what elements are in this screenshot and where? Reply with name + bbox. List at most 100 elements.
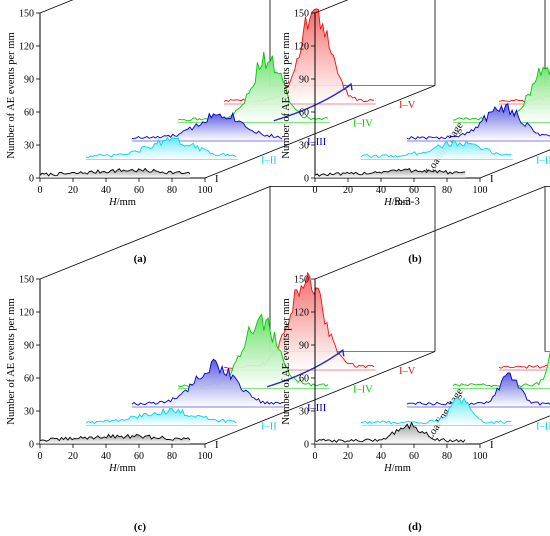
series-line-1	[39, 167, 191, 177]
y-tick-label: 30	[24, 407, 34, 418]
sample-label: R-3-3	[394, 196, 420, 208]
x-tick-label: 60	[409, 451, 419, 462]
x-tick-label: 0	[313, 185, 318, 196]
x-tick-label: 100	[473, 185, 488, 196]
y-tick-label: 60	[299, 374, 309, 385]
stage-label-1: I	[490, 174, 494, 185]
series-line-5	[498, 94, 550, 103]
series-line-1	[314, 421, 466, 443]
series-line-4	[452, 66, 550, 121]
y-tick-label: 150	[19, 9, 34, 20]
stage-label-1: I	[215, 174, 219, 185]
series-area-3	[407, 373, 550, 407]
y-tick-label: 60	[24, 108, 34, 119]
series-area-5	[224, 8, 375, 104]
x-tick-label: 40	[101, 451, 111, 462]
stage-label-2: I–II	[536, 422, 550, 433]
x-axis-label: H/mm	[383, 197, 411, 208]
series-area-1	[40, 434, 191, 444]
peak-shift-arrow	[273, 83, 352, 122]
panel-label: (a)	[134, 253, 147, 265]
x-tick-label: 40	[101, 185, 111, 196]
x-tick-label: 0	[38, 451, 43, 462]
stage-label-2: I–II	[536, 156, 550, 167]
series-area-1	[315, 422, 466, 444]
y-tick-label: 0	[29, 174, 34, 185]
series-line-4	[177, 51, 329, 122]
stage-label-1: I	[490, 440, 494, 451]
panel-label: (c)	[134, 521, 147, 533]
chart-panel-1: 0 20 40 60 80 100 0 30 60 90 120 150 H/mm Number of A…	[6, 0, 466, 265]
x-axis-label: H/mm	[108, 197, 136, 208]
y-axis-label: Number of AE events per mm	[6, 32, 17, 158]
series-area-3	[132, 359, 283, 407]
y-tick-label: 120	[19, 42, 34, 53]
series-area-5	[499, 365, 550, 370]
series-area-1	[315, 168, 466, 178]
y-tick-label: 120	[19, 308, 34, 319]
depth-axis	[479, 415, 550, 445]
x-tick-label: 80	[167, 451, 177, 462]
series-line-2	[360, 139, 512, 159]
y-tick-label: 90	[24, 341, 34, 352]
y-tick-label: 90	[299, 341, 309, 352]
series-line-2	[85, 137, 237, 158]
series-area-2	[86, 137, 237, 160]
series-line-3	[406, 372, 550, 406]
back-wall-top	[545, 186, 550, 187]
x-tick-label: 20	[343, 451, 353, 462]
series-area-4	[178, 51, 329, 123]
stage-label-5: I–V	[399, 100, 416, 111]
series-area-4	[178, 314, 329, 389]
y-tick-label: 60	[24, 374, 34, 385]
depth-axis	[479, 149, 550, 179]
chart-panel-4: 0 20 40 60 80 100 0 30 60 90 120 150 H/mm Number of A…	[281, 185, 550, 533]
y-tick-label: 120	[294, 42, 309, 53]
series-area-4	[453, 353, 550, 389]
series-area-3	[407, 103, 550, 141]
x-tick-label: 40	[376, 185, 386, 196]
x-tick-label: 40	[376, 451, 386, 462]
chart-panel-3: 0 20 40 60 80 100 0 30 60 90 120 150 H/mm Number of A…	[6, 185, 466, 533]
series-area-4	[453, 67, 550, 123]
series-line-3	[131, 111, 283, 140]
series-line-2	[360, 396, 512, 425]
x-tick-label: 100	[473, 451, 488, 462]
x-tick-label: 80	[442, 451, 452, 462]
y-axis-label: Number of AE events per mm	[281, 32, 292, 158]
panel-label: (d)	[408, 521, 422, 533]
x-tick-label: 60	[134, 185, 144, 196]
series-area-2	[361, 397, 512, 426]
series-line-3	[131, 358, 283, 406]
y-tick-label: 120	[294, 308, 309, 319]
series-area-2	[361, 140, 512, 160]
y-axis-label: Number of AE events per mm	[6, 298, 17, 424]
stage-label-3: I–III	[307, 403, 327, 414]
series-line-2	[85, 407, 237, 425]
y-tick-label: 150	[19, 275, 34, 286]
chart-panel-2: 0 20 40 60 80 100 0 30 60 90 120 150 H/mm Number of A…	[281, 0, 550, 265]
y-tick-label: 150	[294, 9, 309, 20]
series-area-2	[86, 408, 237, 426]
stage-label-4: I–IV	[353, 119, 373, 130]
stage-label-2: I–II	[261, 156, 277, 167]
stage-label-2: I–II	[261, 422, 277, 433]
y-tick-label: 0	[304, 174, 309, 185]
x-tick-label: 0	[313, 451, 318, 462]
series-line-3	[406, 103, 550, 140]
x-tick-label: 80	[442, 185, 452, 196]
x-tick-label: 0	[38, 185, 43, 196]
y-tick-label: 90	[299, 75, 309, 86]
series-area-5	[224, 272, 375, 370]
peak-shift-arrowhead	[345, 82, 353, 91]
x-axis-label: H/mm	[383, 463, 411, 474]
stage-label-4: I–IV	[353, 385, 373, 396]
stage-label-1: I	[215, 440, 219, 451]
x-tick-label: 60	[134, 451, 144, 462]
series-line-5	[498, 364, 550, 369]
x-axis-label: H/mm	[108, 463, 136, 474]
panel-label: (b)	[408, 253, 422, 265]
x-tick-label: 100	[198, 185, 213, 196]
stage-label-5: I–V	[399, 366, 416, 377]
